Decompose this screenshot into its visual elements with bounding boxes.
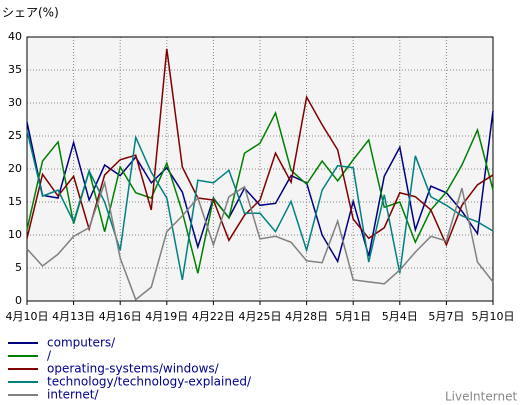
x-tick-label: 5月4日 [382,310,418,323]
series-line [26,110,494,264]
credit: LiveInternet [445,390,517,404]
legend-label: / [47,349,52,363]
y-tick-label: 10 [8,228,22,241]
y-tick-label: 20 [8,162,22,175]
y-tick-label: 40 [8,30,22,43]
x-tick-label: 4月10日 [6,310,49,323]
legend-label: operating-systems/windows/ [47,362,220,376]
legend-label: technology/technology-explained/ [47,375,252,389]
legend-label: internet/ [47,388,99,402]
x-tick-label: 5月7日 [428,310,464,323]
x-tick-label: 5月10日 [472,310,515,323]
y-tick-label: 35 [8,63,22,76]
y-tick-label: 15 [8,195,22,208]
x-tick-label: 5月1日 [335,310,371,323]
x-tick-label: 4月25日 [239,310,282,323]
x-tick-label: 4月16日 [99,310,142,323]
series-line [26,180,494,301]
y-axis-label: シェア(%) [2,6,59,20]
x-tick-label: 4月22日 [192,310,235,323]
y-tick-label: 25 [8,129,22,142]
series-line [26,110,494,274]
series-line [26,130,494,281]
x-tick-label: 4月19日 [145,310,188,323]
plot-frame [26,36,494,302]
y-tick-label: 5 [15,261,22,274]
y-tick-label: 30 [8,96,22,109]
y-tick-label: 0 [15,294,22,307]
legend-label: computers/ [47,336,116,350]
series-line [26,48,494,247]
x-tick-label: 4月28日 [285,310,328,323]
x-tick-label: 4月13日 [52,310,95,323]
